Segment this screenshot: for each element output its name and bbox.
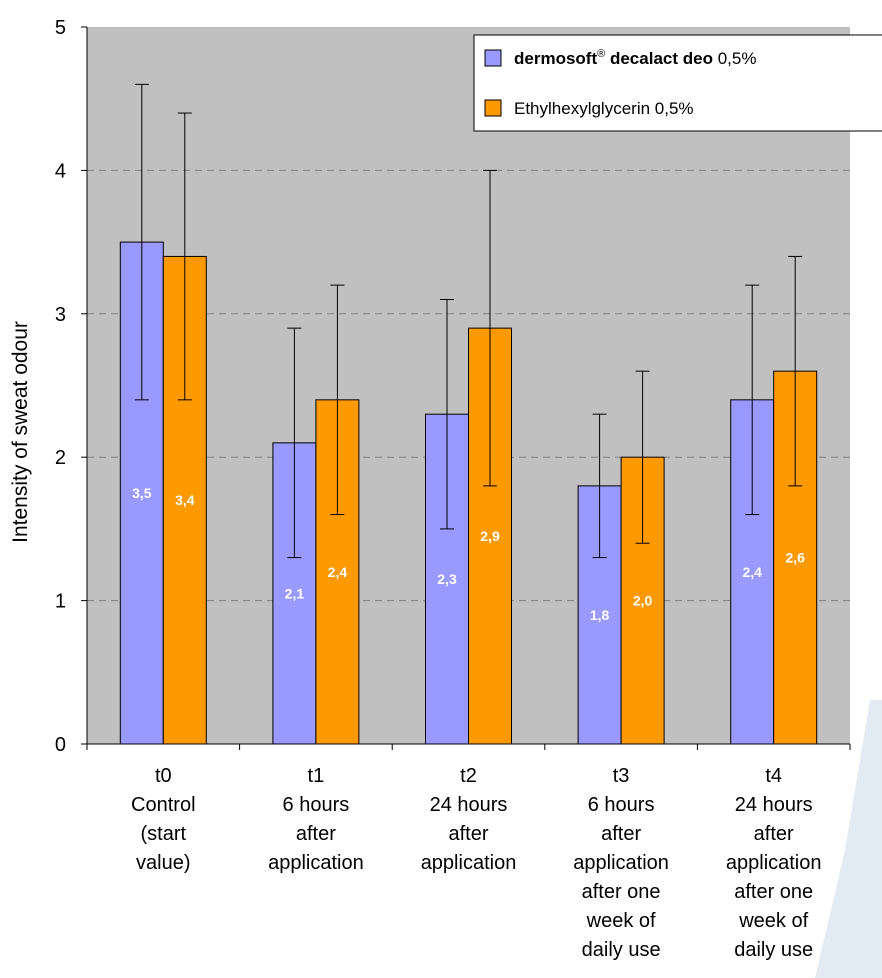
x-category-label: t0 Control (start value) [131, 765, 195, 874]
watermark-shape [815, 700, 882, 978]
data-label: 2,4 [742, 564, 762, 580]
x-category-label: t3 6 hours after application after one week o… [573, 765, 669, 961]
x-category-line: Control [131, 794, 195, 816]
y-tick-label: 2 [55, 447, 66, 469]
x-category-line: after [754, 823, 794, 845]
legend-swatch-dermosoft [484, 49, 502, 67]
legend-box [473, 34, 882, 132]
data-label: 2,6 [785, 550, 805, 566]
y-axis-ticks: 0 1 2 3 4 5 [55, 17, 87, 756]
x-category-line: 6 hours [283, 794, 350, 816]
x-category-line: daily use [582, 939, 661, 961]
data-label: 2,0 [633, 593, 653, 609]
x-axis-categories: t0 Control (start value) t1 6 hours after appli… [131, 765, 821, 961]
x-category-line: t0 [155, 765, 172, 787]
x-category-line: 6 hours [588, 794, 655, 816]
legend-registered-mark: ® [597, 48, 605, 60]
data-label: 2,9 [480, 528, 500, 544]
y-axis-label: Intensity of sweat odour [9, 321, 32, 543]
x-category-line: after [601, 823, 641, 845]
data-label: 2,4 [328, 564, 348, 580]
legend-dermosoft-suffix: 0,5% [713, 49, 756, 68]
data-label: 3,4 [175, 492, 195, 508]
x-category-line: value) [136, 852, 190, 874]
x-category-label: t1 6 hours after application [268, 765, 364, 874]
y-tick-label: 3 [55, 304, 66, 326]
x-category-line: application [573, 852, 669, 874]
y-tick-label: 5 [55, 17, 66, 39]
x-category-line: after [296, 823, 336, 845]
x-category-line: application [268, 852, 364, 874]
x-category-line: 24 hours [735, 794, 813, 816]
x-category-line: daily use [734, 939, 813, 961]
x-category-line: week of [586, 910, 656, 932]
legend-label-ethylhexylglycerin: Ethylhexylglycerin 0,5% [514, 99, 694, 118]
data-label: 1,8 [590, 607, 610, 623]
x-category-line: t1 [308, 765, 325, 787]
data-label: 2,3 [437, 571, 457, 587]
x-category-line: application [726, 852, 822, 874]
data-label: 3,5 [132, 485, 152, 501]
x-category-line: t4 [765, 765, 782, 787]
error-bars [134, 83, 803, 559]
legend-soft: soft [566, 49, 598, 68]
axes [86, 27, 851, 750]
x-category-line: t3 [613, 765, 630, 787]
x-category-line: after one [582, 881, 661, 903]
x-category-line: (start [141, 823, 187, 845]
data-label: 2,1 [285, 585, 305, 601]
legend-dermo-bold: dermo [514, 49, 566, 68]
legend-decalact-deo: decalact deo [605, 49, 713, 68]
y-tick-label: 1 [55, 591, 66, 613]
legend-label-dermosoft: dermosoft® decalact deo 0,5% [514, 48, 756, 68]
x-category-line: 24 hours [430, 794, 508, 816]
y-tick-label: 0 [55, 734, 66, 756]
y-tick-label: 4 [55, 160, 66, 182]
data-labels: 3,5 2,1 2,3 1,8 2,4 3,4 2,4 2,9 2,0 2,6 [132, 485, 805, 623]
x-category-label: t4 24 hours after application after one week … [726, 765, 822, 961]
x-category-line: t2 [460, 765, 477, 787]
x-category-label: t2 24 hours after application [421, 765, 517, 874]
x-category-line: after one [734, 881, 813, 903]
legend: dermosoft® decalact deo 0,5% Ethylhexylg… [473, 34, 882, 132]
legend-swatch-ethylhexylglycerin [484, 99, 502, 117]
x-category-line: application [421, 852, 517, 874]
x-category-line: after [448, 823, 488, 845]
x-category-line: week of [738, 910, 808, 932]
